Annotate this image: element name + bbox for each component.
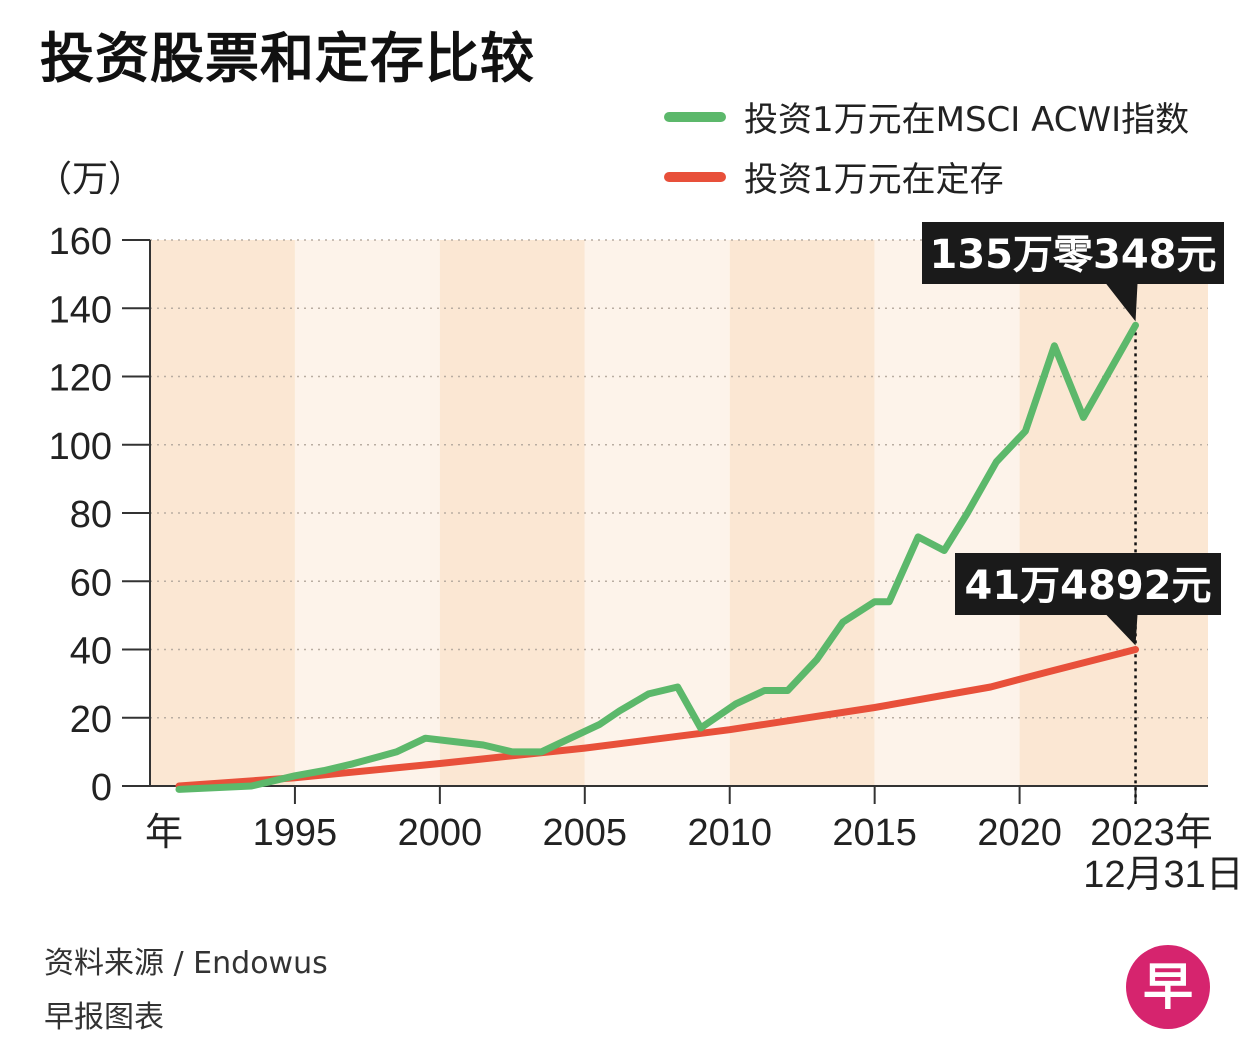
x-tick-label-2024: 2023年 — [1090, 812, 1213, 854]
year-band-2020 — [1019, 240, 1208, 786]
y-tick-label-0: 0 — [91, 767, 112, 809]
y-tick-label-40: 40 — [70, 631, 112, 673]
legend-label-msci: 投资1万元在MSCI ACWI指数 — [744, 100, 1190, 140]
zaobao-logo: 早 — [1126, 945, 1210, 1029]
credit-note: 早报图表 — [44, 1000, 164, 1035]
source-note: 资料来源 / Endowus — [44, 946, 328, 981]
legend-label-deposit: 投资1万元在定存 — [744, 160, 1004, 200]
x-tick-label-2010: 2010 — [687, 812, 772, 854]
x-tick-sublabel-2024: 12月31日 — [1083, 854, 1244, 896]
y-tick-label-80: 80 — [70, 494, 112, 536]
legend-swatch-deposit — [664, 172, 726, 182]
x-tick-label-2005: 2005 — [543, 812, 628, 854]
x-tick-label-2015: 2015 — [832, 812, 917, 854]
y-tick-label-120: 120 — [49, 358, 112, 400]
callout-box-0 — [922, 222, 1224, 284]
chart-title: 投资股票和定存比较 — [40, 27, 535, 90]
series-line-deposit — [175, 646, 1139, 790]
legend-swatch-msci — [664, 112, 726, 122]
x-tick-label-2000: 2000 — [398, 812, 483, 854]
y-tick-label-60: 60 — [70, 562, 112, 604]
y-tick-label-160: 160 — [49, 221, 112, 263]
callout-label-1: 41万4892元 — [965, 563, 1212, 609]
callout-box-1 — [955, 553, 1221, 615]
series-line-msci — [175, 321, 1139, 793]
x-tick-label-2020: 2020 — [977, 812, 1062, 854]
y-tick-label-100: 100 — [49, 426, 112, 468]
y-axis-unit-label: （万） — [36, 159, 145, 200]
x-tick-label-1995: 1995 — [253, 812, 338, 854]
callout-pointer-1 — [1105, 614, 1138, 646]
callout-pointer-0 — [1105, 283, 1138, 322]
y-tick-label-140: 140 — [49, 289, 112, 331]
callout-label-0: 135万零348元 — [930, 232, 1217, 278]
y-tick-label-20: 20 — [70, 699, 112, 741]
year-band-2000 — [439, 240, 585, 786]
x-axis-year-label: 年 — [145, 812, 183, 854]
